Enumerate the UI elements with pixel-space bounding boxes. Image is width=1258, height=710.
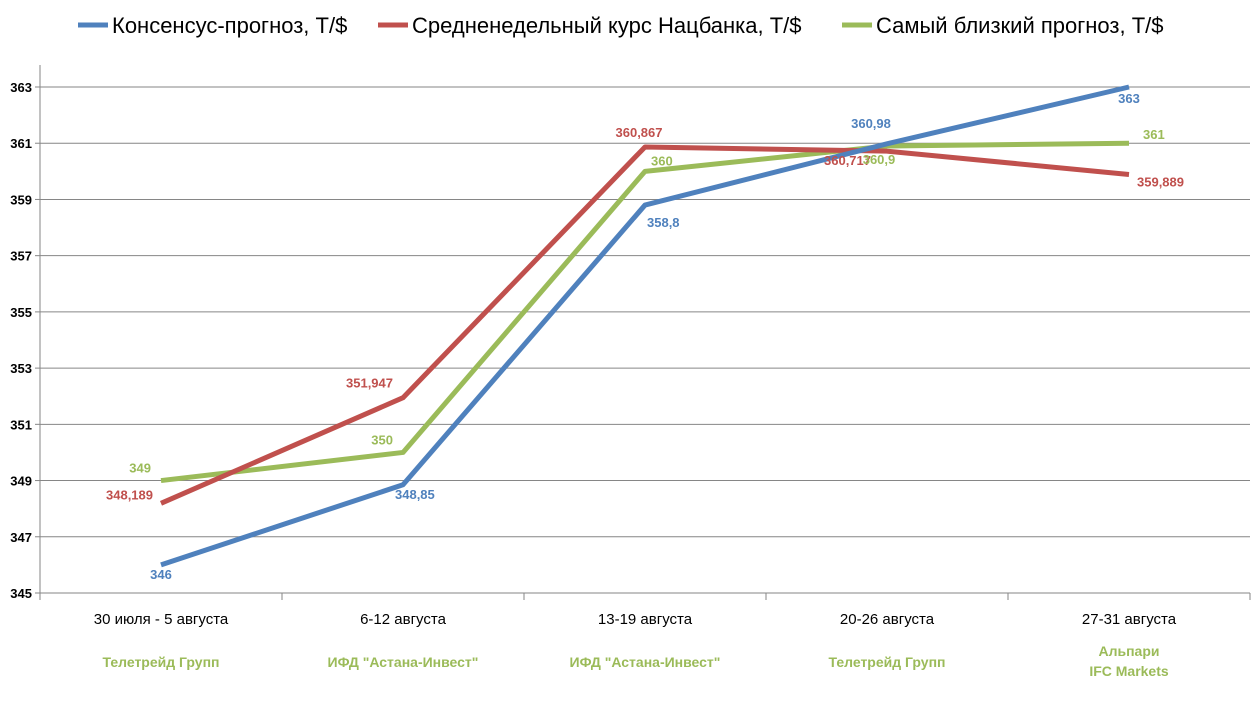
data-label: 359,889	[1137, 174, 1184, 189]
data-label: 358,8	[647, 215, 680, 230]
y-tick-label: 359	[10, 192, 32, 207]
series-line	[160, 140, 1130, 484]
y-tick-label: 345	[10, 586, 32, 601]
x-category-label: 27-31 августа	[1082, 611, 1177, 628]
data-label: 348,85	[395, 487, 435, 502]
data-label: 360,98	[851, 116, 891, 131]
data-label: 349	[129, 461, 151, 476]
data-label: 360,717	[824, 153, 871, 168]
y-tick-label: 353	[10, 361, 32, 376]
legend-label: Консенсус-прогноз, Т/$	[112, 13, 347, 38]
forecaster-label: Альпари	[1098, 643, 1159, 659]
x-category-labels: 30 июля - 5 августа 6-12 августа 13-19 авг…	[94, 611, 1177, 628]
legend: Консенсус-прогноз, Т/$ Средненедельный ку…	[78, 13, 1164, 38]
y-tick-label: 347	[10, 530, 32, 545]
y-tick-label: 361	[10, 136, 32, 151]
y-tick-labels: 345 347 349 351 353 355 357 359 361 363	[10, 80, 32, 601]
series-line	[159, 144, 1130, 506]
data-label: 360	[651, 153, 673, 168]
legend-label: Самый близкий прогноз, Т/$	[876, 13, 1164, 38]
forecaster-label: Телетрейд Групп	[829, 654, 946, 670]
x-category-label: 20-26 августа	[840, 611, 935, 628]
legend-label: Средненедельный курс Нацбанка, Т/$	[412, 13, 802, 38]
data-label: 361	[1143, 127, 1165, 142]
y-tick-label: 349	[10, 474, 32, 489]
x-category-label: 6-12 августа	[360, 611, 447, 628]
data-label: 346	[150, 567, 172, 582]
data-label: 363	[1118, 91, 1140, 106]
y-tick-label: 363	[10, 80, 32, 95]
grid-layer	[40, 86, 1250, 594]
forecaster-labels: Телетрейд Групп ИФД "Астана-Инвест" ИФД "А…	[103, 643, 1169, 679]
data-label: 348,189	[106, 487, 153, 502]
x-category-label: 30 июля - 5 августа	[94, 611, 229, 628]
data-label: 351,947	[346, 376, 393, 391]
forecaster-label: ИФД "Астана-Инвест"	[328, 654, 479, 670]
data-label: 360,867	[616, 125, 663, 140]
series-lines	[159, 84, 1130, 568]
data-labels: 346 348,85 358,8 360,98 363 348,189 351,947 360…	[106, 91, 1184, 582]
data-label: 350	[371, 432, 393, 447]
y-tick-label: 351	[10, 417, 32, 432]
x-category-label: 13-19 августа	[598, 611, 693, 628]
y-tick-label: 355	[10, 305, 32, 320]
forecaster-label: IFC Markets	[1089, 663, 1169, 679]
forecaster-label: ИФД "Астана-Инвест"	[570, 654, 721, 670]
series-line	[160, 84, 1130, 568]
axis-layer	[35, 65, 1251, 600]
forecaster-label: Телетрейд Групп	[103, 654, 220, 670]
data-label: 360,9	[863, 152, 896, 167]
y-tick-label: 357	[10, 249, 32, 264]
